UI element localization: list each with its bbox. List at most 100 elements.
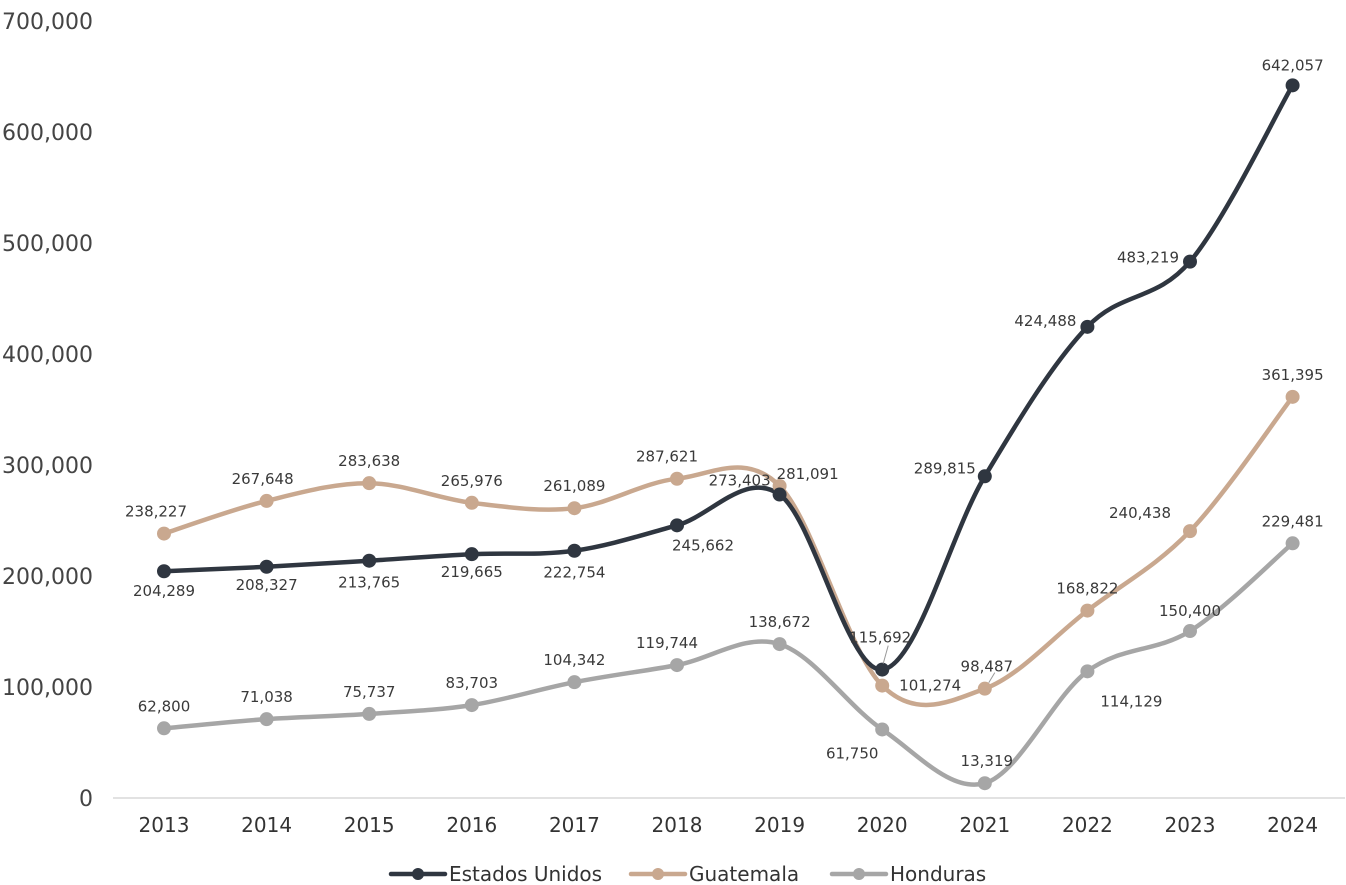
y-tick-label: 200,000 [2, 565, 93, 590]
data-label: 483,219 [1117, 249, 1179, 267]
x-tick-label: 2020 [857, 813, 908, 837]
data-point [1080, 664, 1095, 679]
data-label: 238,227 [125, 503, 187, 521]
data-label: 61,750 [826, 744, 879, 762]
x-tick-label: 2023 [1165, 813, 1216, 837]
y-tick-label: 400,000 [2, 343, 93, 368]
data-label: 98,487 [961, 658, 1014, 676]
data-label: 119,744 [636, 634, 698, 652]
data-point [1080, 319, 1095, 334]
data-point [567, 501, 582, 516]
data-point [875, 678, 890, 693]
data-label: 265,976 [441, 472, 503, 490]
series-markers [157, 78, 1300, 791]
data-point [464, 547, 479, 562]
data-point [772, 637, 787, 652]
data-label: 267,648 [232, 470, 294, 488]
data-point [670, 471, 684, 486]
data-label: 115,692 [849, 629, 911, 647]
data-label: 114,129 [1100, 692, 1162, 710]
label-leader-line [988, 672, 996, 683]
data-labels: 204,289 208,327 213,765 219,665 222,754 245,6… [125, 56, 1324, 770]
series-lines [161, 83, 1295, 787]
data-label: 104,342 [543, 651, 605, 669]
data-point [362, 553, 377, 568]
legend-swatch-marker [652, 868, 664, 880]
data-point [259, 493, 274, 508]
data-label: 289,815 [914, 459, 976, 477]
x-axis-ticks: 2013 2014 2015 2016 2017 2018 2019 2020 2021 2022… [139, 813, 1319, 837]
x-tick-label: 2018 [652, 813, 703, 837]
data-point [157, 526, 171, 541]
x-tick-label: 2021 [959, 813, 1010, 837]
y-tick-label: 500,000 [2, 232, 93, 257]
data-label: 150,400 [1159, 602, 1221, 620]
x-tick-label: 2015 [344, 813, 395, 837]
legend-label: Honduras [890, 862, 986, 885]
data-point [1183, 624, 1197, 639]
data-point [977, 681, 992, 696]
data-point [875, 722, 890, 737]
data-point [567, 675, 582, 690]
data-point [670, 518, 684, 533]
x-tick-label: 2024 [1267, 813, 1318, 837]
data-label: 222,754 [543, 564, 605, 582]
x-tick-label: 2017 [549, 813, 600, 837]
data-point [1080, 603, 1095, 618]
data-point [362, 476, 377, 491]
data-point [977, 469, 992, 484]
legend-label: Estados Unidos [449, 862, 602, 885]
data-label: 62,800 [138, 697, 191, 715]
y-tick-label: 0 [79, 787, 93, 812]
data-label: 642,057 [1262, 56, 1324, 74]
data-label: 204,289 [133, 582, 195, 600]
legend-swatch-marker [412, 868, 424, 880]
data-point [567, 543, 582, 558]
data-point [157, 564, 171, 579]
data-point [1183, 524, 1197, 539]
data-point [670, 658, 684, 673]
data-point [1285, 78, 1300, 93]
label-leader-line [882, 645, 889, 664]
data-point [259, 712, 274, 727]
data-point [977, 776, 992, 791]
legend-label: Guatemala [689, 862, 799, 885]
data-point [1285, 536, 1300, 551]
data-label: 75,737 [343, 683, 396, 701]
data-label: 273,403 [709, 472, 771, 490]
data-label: 361,395 [1262, 366, 1324, 384]
x-tick-label: 2022 [1062, 813, 1113, 837]
data-label: 240,438 [1109, 504, 1171, 522]
data-label: 287,621 [636, 448, 698, 466]
data-label: 283,638 [338, 452, 400, 470]
data-label: 208,327 [236, 576, 298, 594]
data-label: 261,089 [543, 477, 605, 495]
x-tick-label: 2013 [139, 813, 190, 837]
data-label: 168,822 [1056, 580, 1118, 598]
series-line-2 [161, 541, 1295, 787]
data-label: 213,765 [338, 574, 400, 592]
data-label: 138,672 [749, 613, 811, 631]
legend: Estados Unidos Guatemala Honduras [388, 862, 986, 885]
data-point [1183, 254, 1197, 269]
series-line-0 [161, 83, 1295, 672]
data-point [1285, 389, 1300, 404]
data-label: 101,274 [899, 677, 961, 695]
data-point [464, 698, 479, 713]
data-label: 71,038 [240, 688, 293, 706]
data-label: 281,091 [777, 465, 839, 483]
data-label: 219,665 [441, 563, 503, 581]
data-label: 13,319 [961, 752, 1014, 770]
data-point [259, 559, 274, 574]
x-tick-label: 2019 [754, 813, 805, 837]
data-label: 229,481 [1262, 512, 1324, 530]
data-label: 83,703 [446, 674, 499, 692]
data-point [772, 487, 787, 502]
data-label: 245,662 [672, 536, 734, 554]
x-tick-label: 2016 [446, 813, 497, 837]
data-point [157, 721, 171, 736]
y-tick-label: 600,000 [2, 121, 93, 146]
y-tick-label: 700,000 [2, 10, 93, 35]
data-label: 424,488 [1014, 312, 1076, 330]
